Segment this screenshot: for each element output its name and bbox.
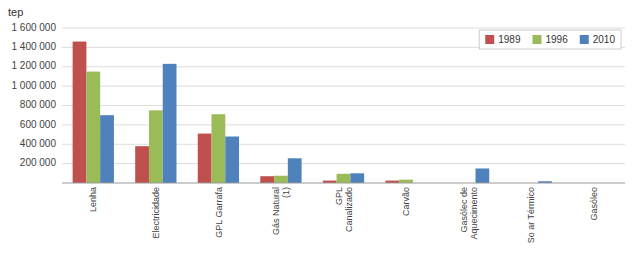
bar [212, 114, 226, 183]
legend: 1989 1996 2010 [479, 30, 621, 49]
bar [260, 176, 274, 183]
grid-line [62, 28, 625, 29]
legend-label: 1989 [498, 34, 521, 45]
bar [198, 134, 212, 183]
bar [350, 173, 364, 183]
x-tick-label: GPL Garrafa [214, 187, 224, 238]
legend-swatch [580, 35, 589, 44]
x-tick-label: Gás Natural(1) [271, 187, 291, 235]
bar [399, 180, 413, 183]
x-tick-label: Gasóleo [589, 187, 599, 221]
chart: 200 000 400 000 600 000 800 000 1 000 000 1 2… [0, 0, 635, 261]
bar [163, 64, 177, 183]
grid-line [62, 66, 625, 67]
y-tick-label: 200 000 [20, 157, 57, 168]
bar [288, 158, 302, 183]
y-tick-label: 800 000 [20, 99, 57, 110]
x-tick-label: Gasólec deAquecimento [459, 187, 479, 240]
x-tick-label: GPLCanalizado [334, 187, 354, 232]
bar [274, 176, 288, 183]
legend-label: 2010 [593, 34, 616, 45]
bar [149, 110, 163, 183]
bar [86, 72, 100, 183]
y-label: tep [8, 6, 23, 18]
x-axis [62, 183, 625, 184]
x-tick-label: Carvão [401, 187, 411, 216]
legend-box [479, 30, 621, 49]
grid-line [62, 144, 625, 145]
y-tick-label: 600 000 [20, 119, 57, 130]
bar [100, 115, 114, 183]
bar [337, 174, 351, 183]
y-tick-label: 1 200 000 [12, 60, 57, 71]
grid [62, 28, 625, 164]
legend-label: 1996 [546, 34, 569, 45]
legend-item: 1989 [485, 34, 521, 45]
x-tick-label: So ar Térmico [526, 187, 536, 243]
x-tick-label: Lenha [88, 187, 98, 212]
y-tick-label: 1 000 000 [12, 80, 57, 91]
bar [135, 146, 149, 183]
grid-line [62, 124, 625, 125]
bar [225, 137, 239, 184]
y-tick-label: 1 600 000 [12, 22, 57, 33]
grid-line [62, 105, 625, 106]
legend-swatch [485, 35, 494, 44]
legend-item: 2010 [580, 34, 616, 45]
y-ticks: 200 000 400 000 600 000 800 000 1 000 000 1 2… [12, 22, 57, 169]
bars [73, 42, 552, 183]
legend-item: 1996 [533, 34, 569, 45]
y-tick-label: 400 000 [20, 138, 57, 149]
x-tick-label: Electricidade [151, 187, 161, 239]
y-tick-label: 1 400 000 [12, 41, 57, 52]
bar [475, 168, 489, 183]
grid-line [62, 86, 625, 87]
legend-swatch [533, 35, 542, 44]
bar [73, 42, 87, 183]
x-ticks: Lenha Electricidade GPL Garrafa Gás Natural… [88, 187, 598, 243]
